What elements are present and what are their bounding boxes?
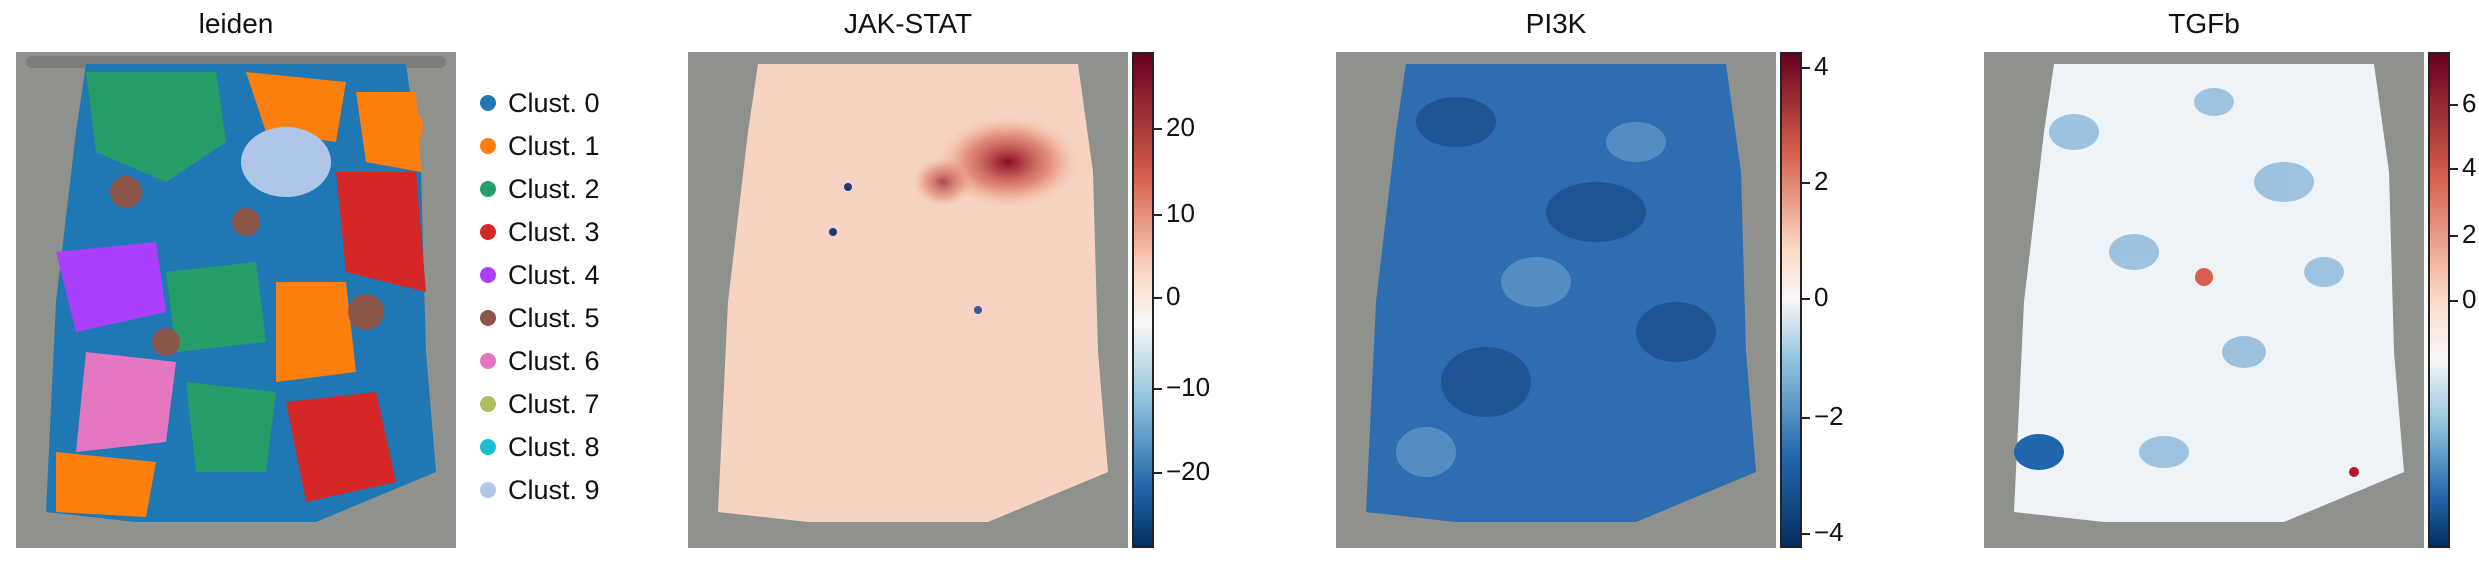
panel-title-pi3k: PI3K [1525,8,1587,39]
legend-item: Clust. 5 [480,301,600,335]
colorbar-tick: −2 [1814,401,1844,431]
tissue-image-pi3k [1336,52,1776,548]
legend-item: Clust. 7 [480,387,600,421]
colorbar-tick: −10 [1166,372,1211,402]
legend-item: Clust. 0 [480,86,600,120]
colorbar-tgfb [2428,52,2450,548]
tissue-image-leiden [16,52,456,548]
colorbar-tick: 0 [1814,282,1829,312]
colorbar-tick: 4 [1814,51,1829,81]
panel-title-tgfb: TGFb [2168,8,2240,39]
colorbar-tick: 0 [2462,284,2477,314]
tissue-image-jak-stat [688,52,1128,548]
colorbar-jak-stat [1132,52,1154,548]
colorbar-tick: 10 [1166,198,1195,228]
legend-item: Clust. 2 [480,172,600,206]
legend-item: Clust. 6 [480,344,600,378]
legend-item: Clust. 3 [480,215,600,249]
panel-title-leiden: leiden [198,8,274,39]
colorbar-tick: 6 [2462,88,2477,118]
panel-title-jak-stat: JAK-STAT [843,8,973,39]
legend-item: Clust. 9 [480,473,600,507]
legend-item: Clust. 8 [480,430,600,464]
colorbar-tick: 2 [2462,219,2477,249]
legend-item: Clust. 1 [480,129,600,163]
colorbar-tick: 0 [1166,281,1181,311]
colorbar-tick: −4 [1814,517,1844,547]
tissue-image-tgfb [1984,52,2424,548]
colorbar-pi3k [1780,52,1802,548]
colorbar-tick: 2 [1814,166,1829,196]
legend-item: Clust. 4 [480,258,600,292]
colorbar-tick: 20 [1166,112,1195,142]
colorbar-tick: −20 [1166,456,1211,486]
colorbar-tick: 4 [2462,152,2477,182]
